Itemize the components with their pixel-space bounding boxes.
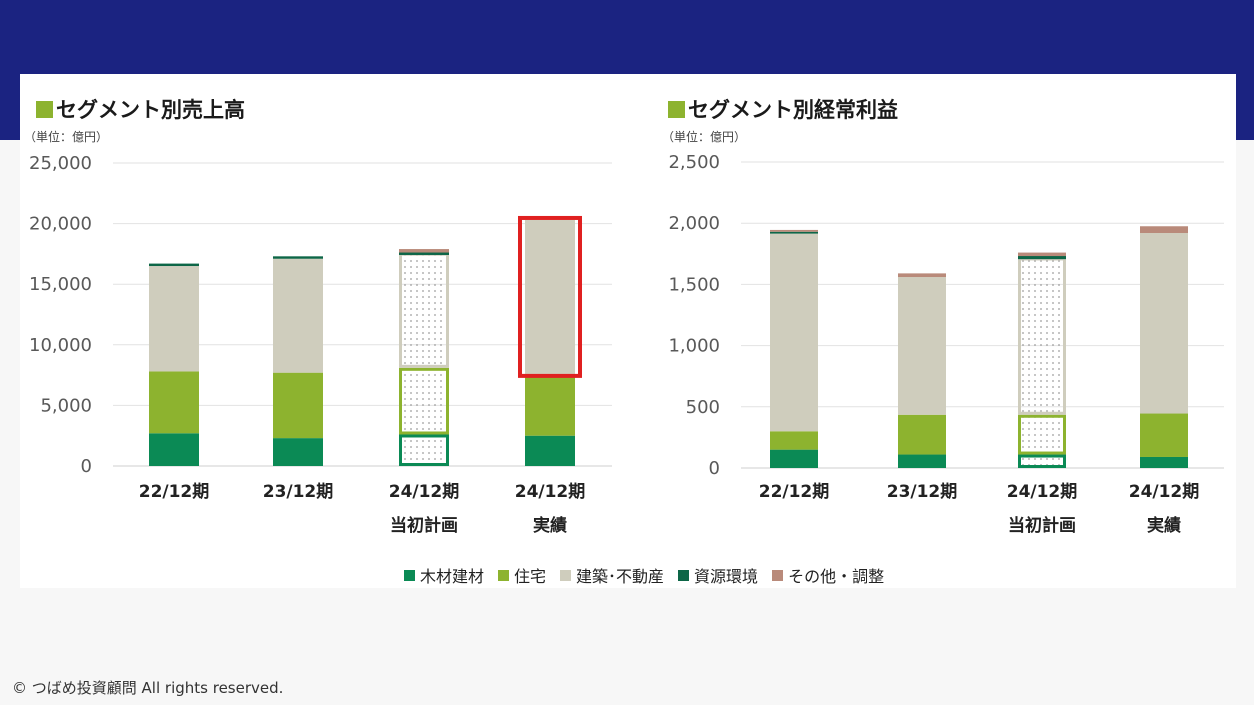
y-tick-label: 500 [686, 397, 720, 418]
bar-segment [525, 435, 575, 466]
y-tick-label: 1,500 [668, 274, 720, 295]
legend-swatch [404, 569, 415, 581]
x-category-label: 23/12期 [263, 482, 334, 502]
bar-segment-planned [399, 367, 449, 435]
legend-label: 木材建材 [420, 567, 485, 586]
y-tick-label: 25,000 [29, 153, 92, 174]
y-tick-label: 2,500 [668, 152, 720, 173]
bar-segment [898, 454, 946, 468]
bar-segment [898, 277, 946, 415]
x-category-label: 実績 [1147, 515, 1181, 536]
x-category-label: 実績 [533, 515, 567, 536]
bar-segment [1140, 226, 1188, 233]
bar-segment [1140, 413, 1188, 457]
legend-swatch [678, 569, 690, 581]
bar-segment [898, 414, 946, 455]
bar-segment [273, 372, 323, 439]
x-category-label: 24/12期 [1129, 482, 1200, 502]
x-category-label: 24/12期 [515, 482, 586, 502]
x-category-label: 当初計画 [1008, 515, 1076, 536]
y-tick-label: 15,000 [29, 274, 92, 295]
bar-segment [149, 433, 199, 466]
bar-segment [1140, 456, 1188, 468]
copyright-footer: © つばめ投資顧問 All rights reserved. [12, 679, 284, 697]
bar-segment [770, 231, 818, 234]
legend-item: その他・調整 [772, 563, 884, 587]
highlight-box [518, 215, 582, 378]
bar-segment [525, 219, 575, 374]
bar-segment [770, 431, 818, 450]
bar-segment-planned [399, 251, 449, 255]
y-tick-label: 1,000 [668, 336, 720, 357]
legend-label: 資源環境 [694, 567, 759, 586]
bar-segment [898, 273, 946, 278]
legend-label: 建築･不動産 [576, 567, 665, 586]
bar-segment-planned [1018, 414, 1066, 455]
title-marker-icon [36, 101, 53, 118]
bar-segment [273, 256, 323, 259]
bar-segment-planned [399, 434, 449, 467]
x-category-label: 24/12期 [1007, 482, 1078, 502]
bar-segment [770, 449, 818, 468]
bar-segment-planned [399, 252, 449, 368]
x-category-label: 22/12期 [139, 482, 210, 502]
bar-segment [1140, 232, 1188, 414]
bar-segment [273, 258, 323, 373]
chart-legend: 木材建材 住宅 建築･不動産 資源環境 その他・調整 [404, 563, 884, 587]
legend-swatch [772, 569, 784, 581]
legend-item: 住宅 [498, 563, 546, 587]
legend-label: 住宅 [514, 567, 547, 586]
y-tick-label: 20,000 [29, 214, 92, 235]
bar-segment-planned [1018, 454, 1066, 469]
bar-segment-planned [399, 249, 449, 253]
y-tick-label: 10,000 [29, 335, 92, 356]
bar-segment-planned [1018, 252, 1066, 257]
unit-note-sales: （単位：億円） [24, 130, 109, 144]
bar-segment [149, 266, 199, 372]
legend-swatch [498, 569, 510, 581]
x-category-label: 23/12期 [887, 482, 958, 502]
bar-segment [273, 438, 323, 466]
bar-segment [149, 371, 199, 434]
legend-item: 資源環境 [678, 563, 758, 587]
unit-note-profit: （単位：億円） [662, 130, 747, 144]
legend-item: 建築･不動産 [560, 563, 664, 587]
x-category-label: 22/12期 [759, 482, 830, 502]
bar-segment [525, 373, 575, 436]
legend-swatch [560, 569, 572, 581]
bar-segment [770, 229, 818, 232]
bar-segment [770, 233, 818, 432]
y-tick-label: 5,000 [40, 395, 92, 416]
bar-segment-planned [1018, 255, 1066, 260]
x-category-label: 24/12期 [389, 482, 460, 502]
bar-segment-planned [1018, 257, 1066, 415]
legend-label: その他・調整 [788, 567, 885, 586]
x-category-label: 当初計画 [390, 515, 458, 536]
legend-item: 木材建材 [404, 563, 484, 587]
bar-segment [149, 263, 199, 267]
y-tick-label: 0 [81, 456, 92, 477]
y-tick-label: 0 [709, 458, 720, 479]
y-tick-label: 2,000 [668, 213, 720, 234]
chart-title-profit: セグメント別経常利益 [668, 94, 898, 124]
chart-title-sales: セグメント別売上高 [36, 94, 245, 124]
title-marker-icon [668, 101, 685, 118]
